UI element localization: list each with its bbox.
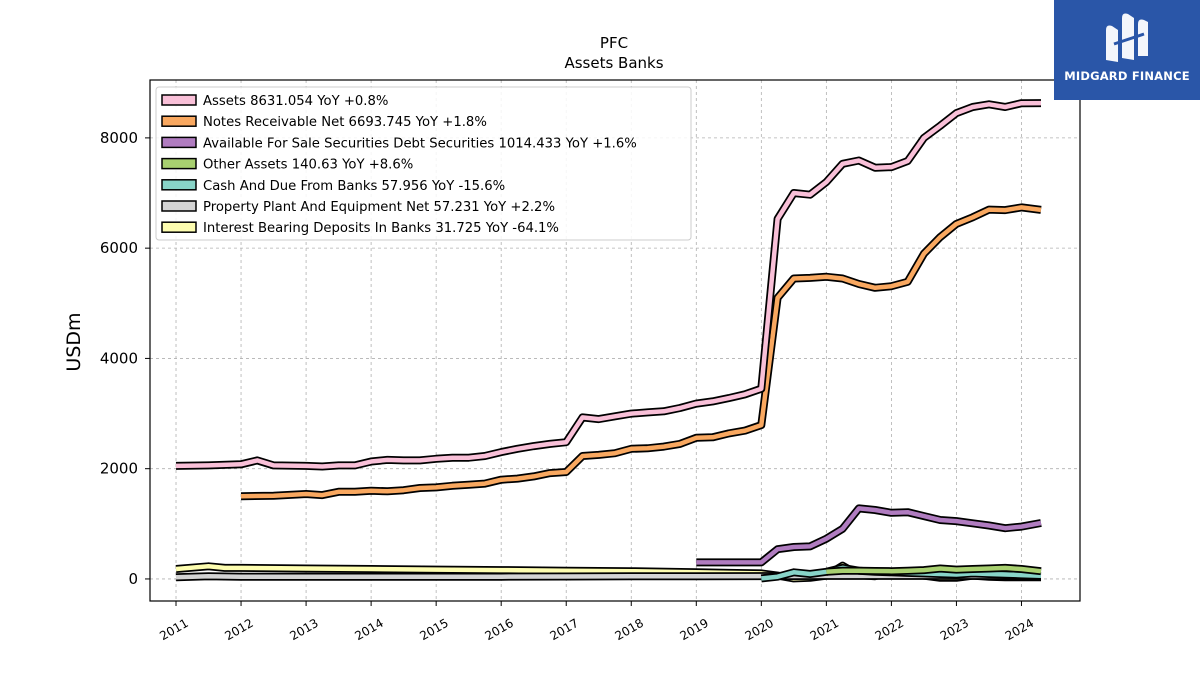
x-tick-label: 2013 [287,616,320,643]
x-tick-label: 2018 [613,616,646,643]
y-tick-label: 0 [128,570,138,588]
legend-swatch [161,179,197,191]
chart-title: PFC [600,34,628,52]
brand-name: MIDGARD FINANCE [1064,69,1190,83]
legend-entry: Cash And Due From Banks 57.956 YoY -15.6… [203,179,505,194]
legend-box [155,86,692,241]
series-1-line [175,100,1042,469]
x-tick-label: 2014 [352,616,385,643]
legend-entry: Assets 8631.054 YoY +0.8% [203,94,388,109]
x-tick-label: 2021 [808,616,841,643]
legend-entry: Other Assets 140.63 YoY +8.6% [203,158,413,173]
x-tick-label: 2024 [1003,616,1036,643]
midgard-logo-icon [1106,13,1148,62]
legend-entry: Available For Sale Securities Debt Secur… [203,136,637,151]
y-tick-label: 8000 [100,129,138,147]
x-tick-label: 2012 [222,616,255,643]
legend-swatch [161,94,197,106]
legend-swatch [161,221,197,233]
x-tick-label: 2011 [157,616,190,643]
y-tick-label: 4000 [100,349,138,367]
x-tick-label: 2016 [482,616,515,643]
series-group [175,99,1042,583]
x-tick-label: 2020 [743,616,776,643]
legend-swatch [161,136,197,149]
legend-entry: Notes Receivable Net 6693.745 YoY +1.8% [203,115,487,130]
y-axis-label: USDm [63,312,85,371]
x-tick-label: 2019 [678,616,711,643]
plot-frame [149,79,1081,602]
series-2-outline [240,203,1042,501]
chart-subtitle: Assets Banks [564,54,663,72]
legend-swatch [161,200,197,212]
midgard-logo: MIDGARD FINANCE [1054,0,1200,100]
series-3-outline [696,504,1042,567]
x-tick-label: 2022 [873,616,906,643]
x-tick-label: 2015 [417,616,450,643]
legend-entry: Property Plant And Equipment Net 57.231 … [203,200,555,215]
series-4-line [826,565,1042,575]
y-tick-label: 2000 [100,460,138,478]
legend-entry: Interest Bearing Deposits In Banks 31.72… [203,221,559,236]
legend: Assets 8631.054 YoY +0.8% Notes Receivabl… [155,86,692,241]
legend-swatch [161,115,197,127]
series-3-line [696,506,1042,565]
legend-swatch [161,157,197,170]
x-tick-label: 2023 [938,616,971,643]
series-2-line [240,205,1042,499]
y-tick-label: 6000 [100,239,138,257]
x-tick-label: 2017 [547,616,580,643]
